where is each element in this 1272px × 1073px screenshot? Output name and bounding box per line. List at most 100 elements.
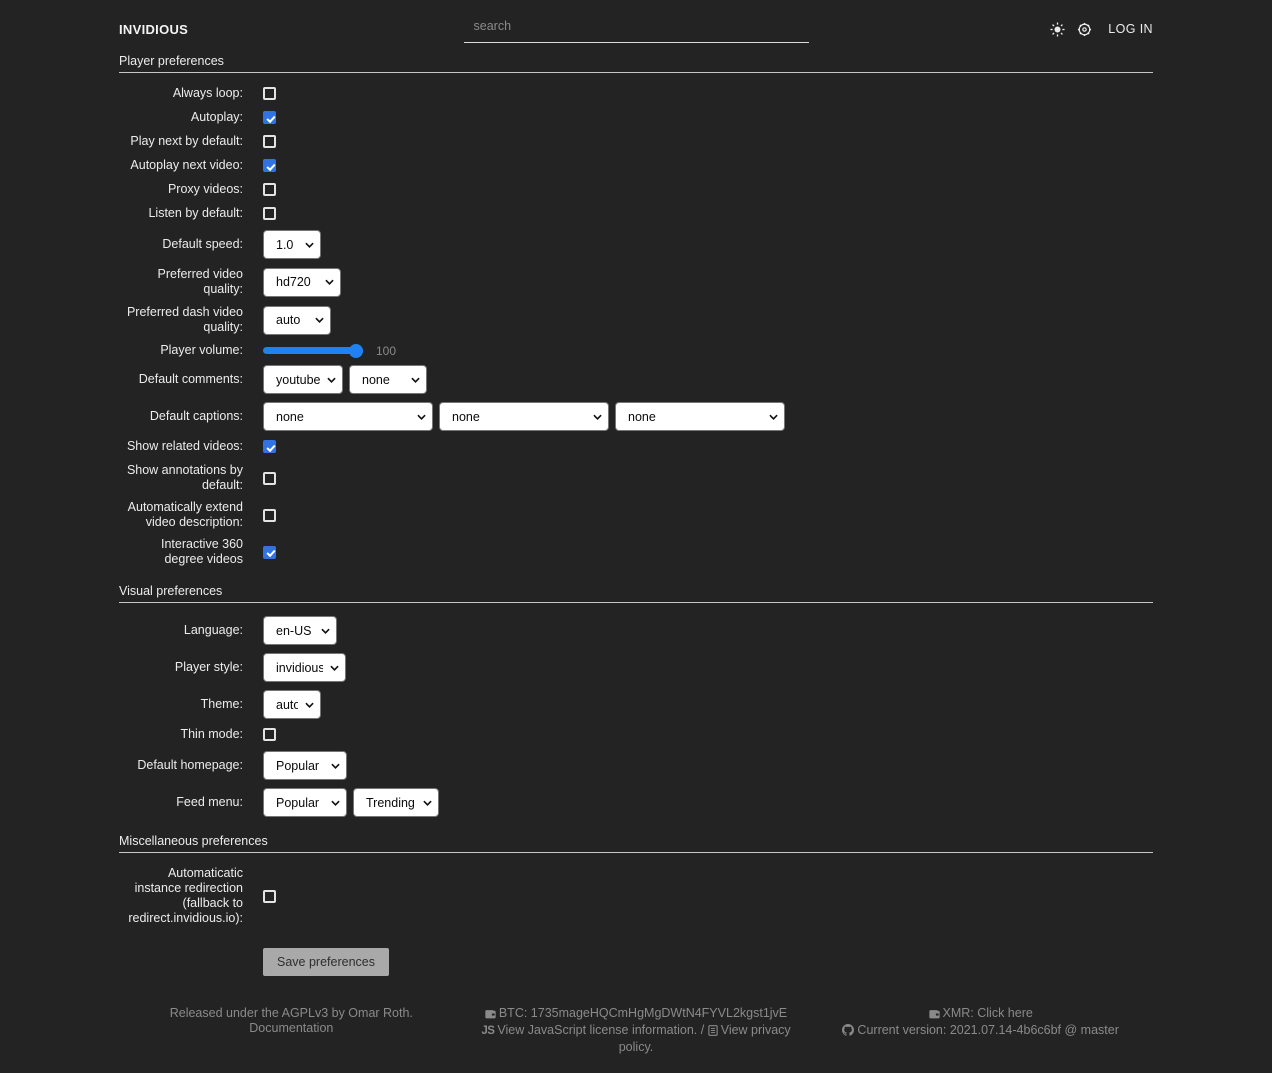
- pref-row-autoplay: Autoplay:: [119, 110, 1153, 125]
- language-select[interactable]: en-US: [263, 616, 337, 645]
- theme-select[interactable]: auto: [263, 690, 321, 719]
- always-loop-label: Always loop:: [172, 86, 243, 100]
- player-volume-label: Player volume:: [160, 343, 243, 357]
- vr360-label: Interactive 360 degree videos: [161, 537, 243, 566]
- video-quality-select[interactable]: hd720: [263, 267, 341, 297]
- pref-row-theme: Theme: auto: [119, 690, 1153, 719]
- save-preferences-button[interactable]: Save preferences: [263, 948, 389, 976]
- play-next-checkbox[interactable]: [263, 135, 276, 148]
- github-icon: [842, 1024, 855, 1040]
- pref-row-default-speed: Default speed: 1.0: [119, 230, 1153, 259]
- pref-row-related: Show related videos:: [119, 439, 1153, 454]
- captions-third-select[interactable]: none: [615, 402, 785, 431]
- default-captions-label: Default captions:: [149, 409, 243, 423]
- thin-mode-checkbox[interactable]: [263, 728, 276, 741]
- xmr-link[interactable]: Click here: [977, 1006, 1033, 1020]
- document-icon: [708, 1025, 718, 1040]
- top-bar: INVIDIOUS: [119, 0, 1153, 44]
- xmr-label: XMR:: [942, 1006, 974, 1020]
- default-homepage-select[interactable]: Popular: [263, 751, 347, 780]
- pref-row-auto-redirect: Automaticatic instance redirection (fall…: [119, 866, 1153, 926]
- related-videos-checkbox[interactable]: [263, 440, 276, 453]
- footer-separator: /: [700, 1023, 705, 1037]
- pref-row-proxy-videos: Proxy videos:: [119, 182, 1153, 197]
- default-speed-label: Default speed:: [162, 237, 243, 251]
- pref-row-thin-mode: Thin mode:: [119, 727, 1153, 742]
- player-volume-slider[interactable]: [263, 343, 363, 358]
- feed-menu-second-select[interactable]: Trending: [353, 788, 439, 817]
- documentation-link[interactable]: Documentation: [249, 1021, 334, 1035]
- header-actions: LOG IN: [809, 21, 1154, 37]
- pref-row-autoplay-next: Autoplay next video:: [119, 158, 1153, 173]
- preferences-form: Player preferences Always loop: Autoplay…: [119, 54, 1153, 976]
- language-label: Language:: [183, 623, 243, 637]
- comments-second-select[interactable]: none: [349, 365, 427, 394]
- player-volume-value: 100: [376, 343, 397, 358]
- extend-description-checkbox[interactable]: [263, 508, 276, 522]
- pref-row-listen-default: Listen by default:: [119, 206, 1153, 221]
- default-comments-label: Default comments:: [138, 372, 243, 386]
- autoplay-next-label: Autoplay next video:: [130, 158, 243, 172]
- proxy-videos-checkbox[interactable]: [263, 183, 276, 196]
- login-link[interactable]: LOG IN: [1108, 22, 1153, 36]
- pref-row-comments: Default comments: youtube none: [119, 365, 1153, 394]
- pref-row-video-quality: Preferred video quality: hd720: [119, 267, 1153, 297]
- thin-mode-label: Thin mode:: [180, 727, 243, 741]
- search-form: [463, 15, 809, 43]
- sun-icon[interactable]: [1050, 21, 1065, 37]
- pref-row-language: Language: en-US: [119, 616, 1153, 645]
- pref-row-volume: Player volume: 100: [119, 343, 1153, 358]
- video-quality-label: Preferred video quality:: [157, 267, 243, 296]
- wallet-icon: [928, 1008, 940, 1023]
- listen-default-label: Listen by default:: [148, 206, 243, 220]
- captions-second-select[interactable]: none: [439, 402, 609, 431]
- footer-left: Released under the AGPLv3 by Omar Roth. …: [119, 1006, 464, 1055]
- divider: [119, 602, 1153, 603]
- footer-right: XMR: Click here Current version: 2021.07…: [808, 1006, 1153, 1055]
- player-style-label: Player style:: [174, 660, 243, 674]
- js-license-link[interactable]: View JavaScript license information.: [497, 1023, 698, 1037]
- autoplay-checkbox[interactable]: [263, 111, 276, 124]
- footer-middle: BTC: 1735mageHQCmHgMgDWtN4FYVL2kgst1jvE …: [464, 1006, 809, 1055]
- player-style-select[interactable]: invidious: [263, 653, 346, 682]
- default-homepage-label: Default homepage:: [137, 758, 243, 772]
- search-input[interactable]: [463, 15, 809, 43]
- captions-first-select[interactable]: none: [263, 402, 433, 431]
- pref-row-feed-menu: Feed menu: Popular Trending: [119, 788, 1153, 817]
- always-loop-checkbox[interactable]: [263, 87, 276, 100]
- brand-link[interactable]: INVIDIOUS: [119, 21, 189, 37]
- divider: [119, 72, 1153, 73]
- extend-description-label: Automatically extend video description:: [127, 500, 243, 529]
- auto-redirect-checkbox[interactable]: [263, 889, 276, 903]
- pref-row-dash-quality: Preferred dash video quality: auto: [119, 305, 1153, 335]
- wallet-icon: [485, 1008, 496, 1023]
- theme-label: Theme:: [200, 697, 243, 711]
- feed-menu-first-select[interactable]: Popular: [263, 788, 347, 817]
- pref-row-annotations: Show annotations by default:: [119, 463, 1153, 493]
- section-title-player: Player preferences: [119, 54, 224, 68]
- gear-icon[interactable]: [1077, 22, 1092, 37]
- pref-row-extend-desc: Automatically extend video description:: [119, 500, 1153, 530]
- annotations-checkbox[interactable]: [263, 471, 276, 485]
- default-speed-select[interactable]: 1.0: [263, 230, 321, 259]
- btc-link[interactable]: BTC: 1735mageHQCmHgMgDWtN4FYVL2kgst1jvE: [498, 1006, 788, 1020]
- pref-row-captions: Default captions: none none none: [119, 402, 1153, 431]
- pref-row-play-next: Play next by default:: [119, 134, 1153, 149]
- dash-quality-select[interactable]: auto: [263, 305, 331, 335]
- footer-license-text: Released under the AGPLv3 by Omar Roth.: [169, 1006, 413, 1020]
- divider: [119, 852, 1153, 853]
- proxy-videos-label: Proxy videos:: [167, 182, 243, 196]
- autoplay-next-checkbox[interactable]: [263, 159, 276, 172]
- section-title-misc: Miscellaneous preferences: [119, 834, 268, 848]
- version-link[interactable]: Current version: 2021.07.14-4b6c6bf @ ma…: [857, 1023, 1119, 1037]
- listen-default-checkbox[interactable]: [263, 207, 276, 220]
- vr360-checkbox[interactable]: [263, 545, 276, 559]
- pref-row-vr360: Interactive 360 degree videos: [119, 537, 1153, 567]
- feed-menu-label: Feed menu:: [176, 795, 243, 809]
- play-next-label: Play next by default:: [130, 134, 243, 148]
- related-videos-label: Show related videos:: [126, 439, 243, 453]
- autoplay-label: Autoplay:: [190, 110, 243, 124]
- pref-row-always-loop: Always loop:: [119, 86, 1153, 101]
- auto-redirect-label: Automaticatic instance redirection (fall…: [128, 866, 243, 925]
- comments-first-select[interactable]: youtube: [263, 365, 343, 394]
